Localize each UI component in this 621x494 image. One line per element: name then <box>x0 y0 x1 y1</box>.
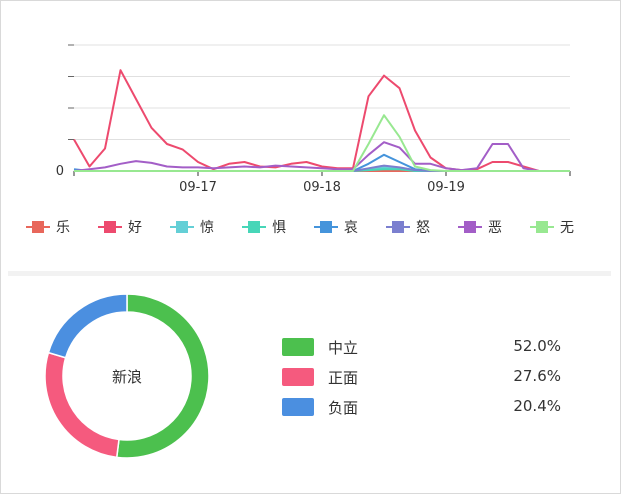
legend-marker-icon <box>320 221 332 233</box>
legend-item[interactable]: 好 <box>98 220 142 236</box>
sentiment-donut-chart <box>44 293 210 459</box>
legend-label: 正面 <box>328 369 359 387</box>
donut-center-label: 新浪 <box>111 368 142 386</box>
legend-label: 怒 <box>416 220 430 236</box>
legend-item[interactable]: 无 <box>530 220 574 236</box>
legend-label: 恶 <box>488 220 502 236</box>
legend-item[interactable]: 惊 <box>170 220 214 236</box>
legend-label: 好 <box>128 220 142 236</box>
legend-label: 惧 <box>272 220 286 236</box>
legend-swatch <box>282 398 314 416</box>
legend-label: 无 <box>560 220 574 236</box>
x-tick-label: 09-18 <box>303 180 341 195</box>
y-tick-label: 0 <box>56 164 64 179</box>
legend-item[interactable]: 恶 <box>458 220 502 236</box>
legend-item[interactable]: 惧 <box>242 220 286 236</box>
legend-item[interactable]: 怒 <box>386 220 430 236</box>
series-line-好 <box>73 69 570 172</box>
legend-label: 负面 <box>328 399 359 417</box>
legend-label: 惊 <box>200 220 214 236</box>
legend-value: 52.0% <box>513 337 561 355</box>
legend-marker-icon <box>248 221 260 233</box>
legend-label: 中立 <box>328 339 359 357</box>
donut-slice-负面[interactable] <box>47 293 128 359</box>
panel-separator <box>8 271 611 276</box>
legend-marker-icon <box>392 221 404 233</box>
emotion-line-chart: 0 09-17 09-18 09-19 乐 好 惊 惧 哀 怒 恶 无 <box>26 44 574 236</box>
legend-swatch <box>282 368 314 386</box>
legend-label: 乐 <box>56 220 70 236</box>
legend-label: 哀 <box>344 220 358 236</box>
legend-value: 27.6% <box>513 367 561 385</box>
legend-item[interactable]: 乐 <box>26 220 70 236</box>
x-tick-label: 09-17 <box>179 180 217 195</box>
legend-value: 20.4% <box>513 397 561 415</box>
series-line-恶 <box>73 141 570 172</box>
legend-marker-icon <box>104 221 116 233</box>
legend-item[interactable]: 哀 <box>314 220 358 236</box>
legend-marker-icon <box>176 221 188 233</box>
series-line-无 <box>74 114 570 172</box>
legend-marker-icon <box>32 221 44 233</box>
legend-marker-icon <box>536 221 548 233</box>
legend-marker-icon <box>464 221 476 233</box>
sentiment-pie-panel: 新浪 中立 52.0% 正面 27.6% 负面 20.4% <box>8 276 611 482</box>
legend-swatch <box>282 338 314 356</box>
emotion-line-chart-panel: 0 09-17 09-18 09-19 乐 好 惊 惧 哀 怒 恶 无 <box>8 8 611 270</box>
x-tick-label: 09-19 <box>427 180 465 195</box>
